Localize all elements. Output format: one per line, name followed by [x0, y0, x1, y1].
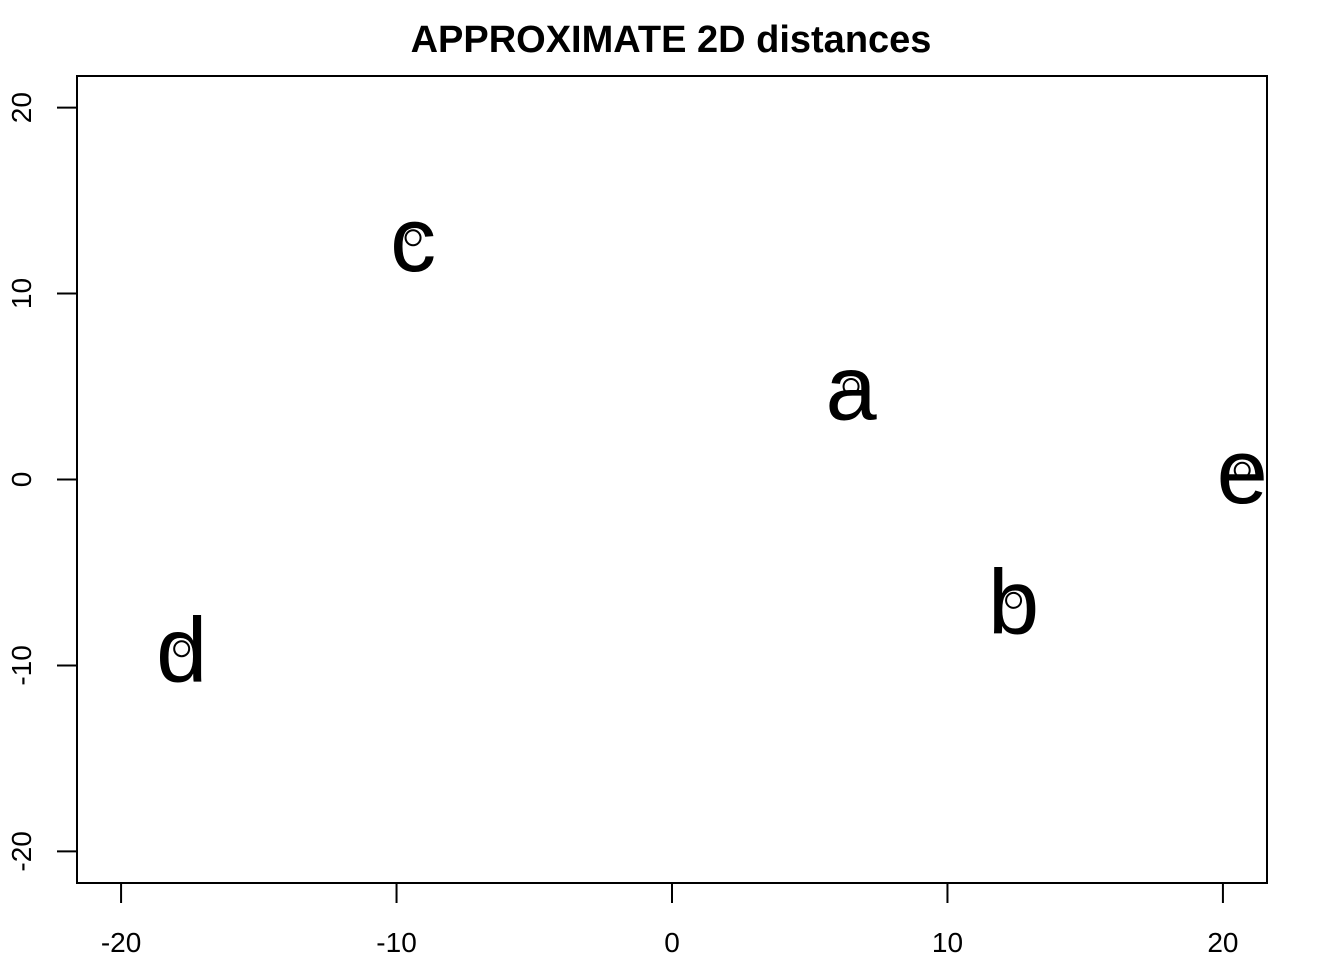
y-tick-label: 10: [6, 278, 37, 309]
y-tick-label: -10: [6, 645, 37, 685]
y-tick-label: 0: [6, 472, 37, 488]
point-label-d: d: [156, 600, 207, 702]
data-point-b: [1005, 591, 1023, 609]
y-tick-label: -20: [6, 831, 37, 871]
x-axis: -20 -10 0 10 20: [101, 882, 1239, 958]
x-tick-label: 10: [932, 927, 963, 958]
data-point-c: [404, 229, 422, 247]
data-point-e: [1233, 461, 1251, 479]
x-tick-label: -10: [376, 927, 416, 958]
point-label-e: e: [1217, 421, 1268, 523]
x-tick-label: 20: [1207, 927, 1238, 958]
y-tick-label: 20: [6, 92, 37, 123]
data-point-a: [842, 378, 860, 396]
y-axis: -20 -10 0 10 20: [6, 92, 78, 872]
chart-title: APPROXIMATE 2D distances: [411, 19, 932, 61]
plot-frame: [76, 75, 1268, 884]
point-label-a: a: [825, 338, 877, 440]
x-tick-label: 0: [664, 927, 680, 958]
x-tick-label: -20: [101, 927, 141, 958]
point-label-c: c: [390, 189, 436, 291]
data-point-d: [173, 640, 191, 658]
point-label-b: b: [988, 551, 1039, 653]
points-layer: a b c d e: [156, 189, 1268, 702]
